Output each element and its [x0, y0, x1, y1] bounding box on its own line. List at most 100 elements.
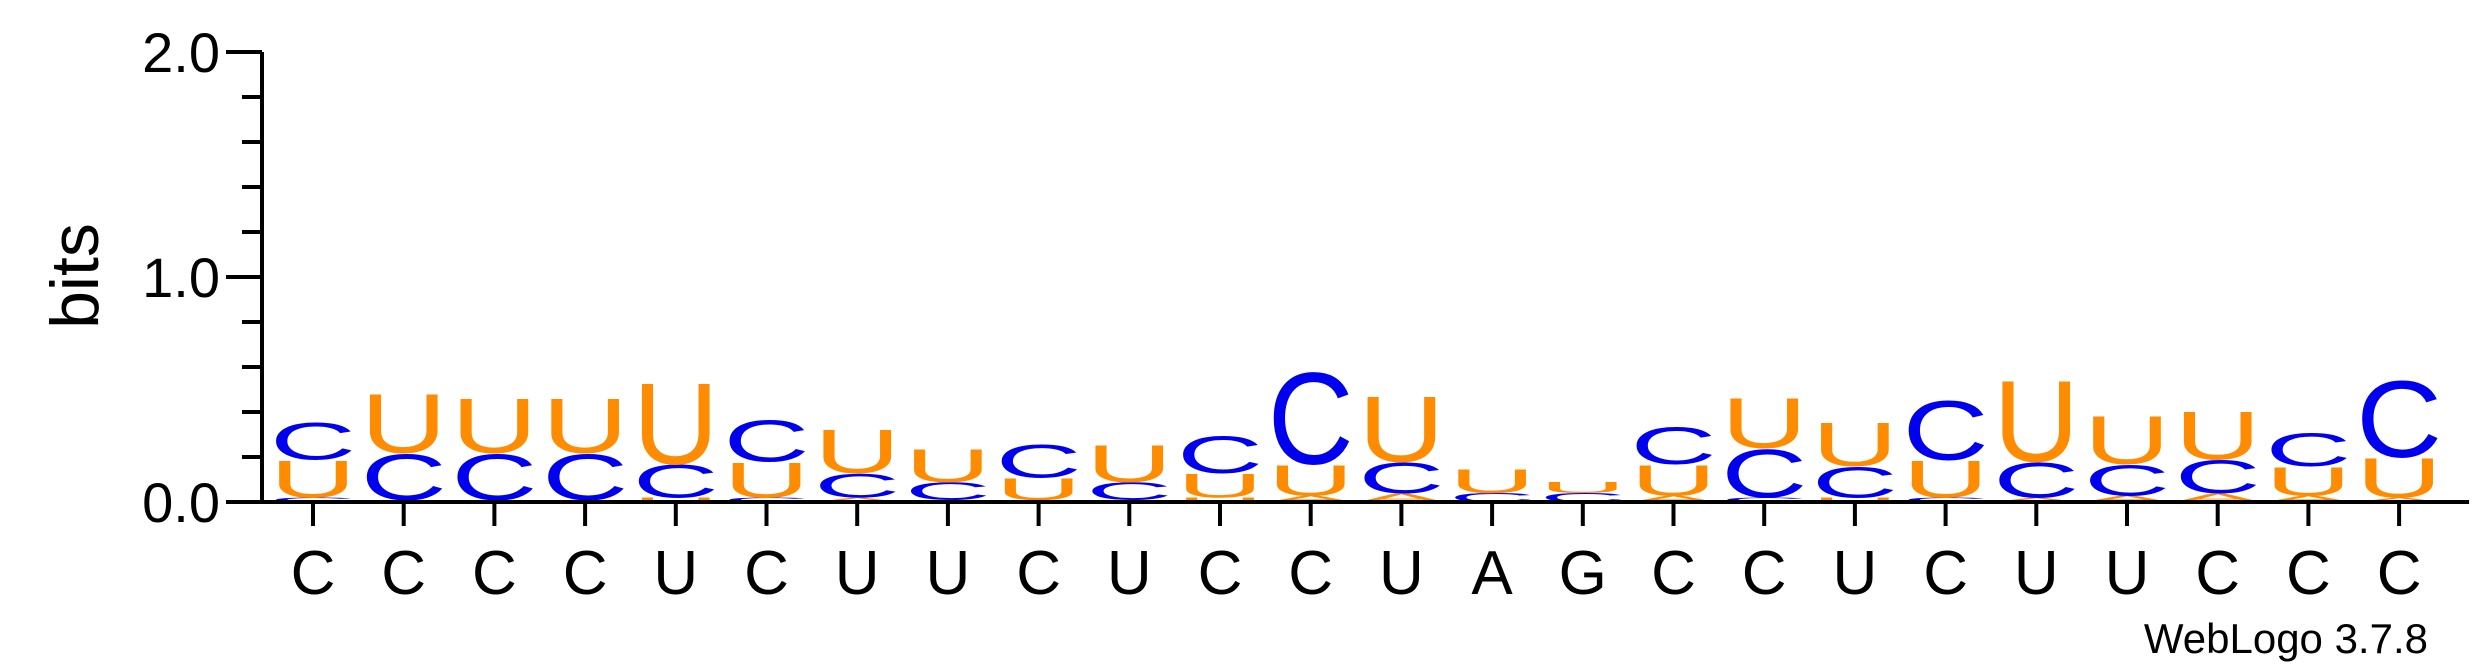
logo-letter-C: C	[1721, 496, 1807, 503]
logo-letter-U: U	[2356, 447, 2442, 510]
y-axis: 0.0 1.0 2.0	[142, 21, 264, 534]
x-tick-label: A	[1471, 539, 1513, 608]
logo-letter-A: A	[2084, 494, 2170, 504]
logo-letter-C: C	[2356, 358, 2442, 480]
logo-column: AUC	[1268, 345, 1354, 505]
x-tick-label: C	[472, 539, 517, 608]
logo-letter-C: C	[1630, 416, 1716, 475]
x-tick-label: U	[1833, 539, 1878, 608]
x-tick-label: C	[381, 539, 426, 608]
logo-column: UCU	[633, 359, 719, 508]
logo-letter-A: A	[1993, 496, 2079, 503]
logo-letter-A: A	[2356, 496, 2442, 503]
logo-column: ACU	[2175, 397, 2261, 505]
logo-letter-C: C	[723, 408, 809, 474]
logo-column: UCU	[905, 440, 991, 505]
x-tick-label: C	[1923, 539, 1968, 608]
logo-letter-A: A	[2265, 494, 2351, 504]
logo-column: AUC	[2356, 358, 2442, 509]
x-tick-label: G	[1559, 539, 1607, 608]
logo-column: CUC	[1903, 383, 1989, 509]
logo-letter-C: C	[2084, 456, 2170, 505]
x-tick-label: U	[835, 539, 880, 608]
weblogo-credit: WebLogo 3.7.8	[2144, 615, 2428, 662]
logo-column: CU	[1449, 462, 1535, 505]
logo-column: UUC	[996, 435, 1082, 506]
logo-column: UCU	[1812, 410, 1898, 507]
logo-letter-U: U	[2175, 397, 2261, 474]
logo-letter-U: U	[1358, 377, 1444, 482]
logo-column: UCU	[1086, 434, 1172, 505]
x-tick-label: C	[2195, 539, 2240, 608]
logo-letter-U: U	[1993, 357, 2079, 486]
logo-column: AUC	[1630, 416, 1716, 505]
logo-column: CUC	[723, 408, 809, 509]
x-tick-label: C	[2286, 539, 2331, 608]
logo-column: CCU	[361, 376, 447, 514]
logo-letter-C: C	[1721, 435, 1807, 512]
logo-letter-C: C	[996, 435, 1082, 487]
logo-column: ACU	[2084, 402, 2170, 505]
logo-letter-C: C	[1993, 453, 2079, 509]
logo-letter-C: C	[723, 496, 809, 503]
x-tick-label: C	[291, 539, 336, 608]
x-tick-label: U	[926, 539, 971, 608]
logo-column: CCU	[451, 383, 537, 514]
logo-letter-U: U	[905, 440, 991, 492]
logo-column: CCU	[1721, 383, 1807, 512]
logo-letter-C: C	[1903, 496, 1989, 503]
x-tick-label: U	[2105, 539, 2150, 608]
logo-letter-C: C	[1358, 454, 1444, 503]
logo-letter-U: U	[2265, 458, 2351, 504]
y-tick-label: 1.0	[142, 246, 220, 309]
logo-letter-A: A	[1631, 494, 1717, 504]
logo-letter-U: U	[814, 417, 900, 487]
x-tick-label: U	[1379, 539, 1424, 608]
y-tick-label: 0.0	[142, 471, 220, 534]
logo-letter-U: U	[1177, 467, 1263, 505]
x-tick-label: C	[1742, 539, 1787, 608]
logo-letter-C: C	[814, 467, 900, 505]
logo-letter-C: C	[2175, 451, 2261, 503]
logo-letter-U: U	[1812, 496, 1898, 503]
logo-letter-U: U	[1268, 456, 1354, 505]
x-tick-label: C	[563, 539, 608, 608]
x-tick-label: C	[1198, 539, 1243, 608]
logo-letter-C: C	[1268, 345, 1354, 492]
logo-letter-C: C	[270, 411, 356, 470]
logo-letter-U: U	[1903, 450, 1989, 509]
logo-letter-C: C	[2265, 424, 2351, 476]
logo-letter-U: U	[1540, 479, 1626, 496]
logo-letter-U: U	[1086, 434, 1172, 493]
logo-column: UCU	[542, 383, 628, 514]
logo-letter-U: U	[1721, 383, 1807, 463]
y-tick-label: 2.0	[142, 21, 220, 84]
logo-letter-U: U	[542, 383, 628, 470]
logo-letter-C: C	[1177, 425, 1263, 484]
logo-letter-U: U	[633, 496, 719, 503]
logo-letter-U: U	[1449, 462, 1535, 500]
logo-letter-A: A	[1268, 494, 1354, 504]
logo-letter-U: U	[1177, 496, 1263, 503]
x-tick-label: C	[2377, 539, 2422, 608]
x-tick-label: C	[1651, 539, 1696, 608]
x-tick-label: U	[653, 539, 698, 608]
logo-letter-A: A	[814, 496, 900, 503]
logo-column: AUC	[2265, 424, 2351, 504]
logo-letter-U: U	[723, 453, 809, 509]
logo-column: ACU	[1358, 377, 1444, 505]
logo-letter-U: U	[1630, 456, 1716, 505]
logo-column: CUC	[270, 411, 356, 509]
logo-column: ACU	[1993, 357, 2079, 508]
logo-column: ACU	[814, 417, 900, 505]
x-tick-label: U	[2014, 539, 2059, 608]
x-tick-label: C	[1016, 539, 1061, 608]
logo-letter-C: C	[270, 496, 356, 503]
x-tick-label: C	[744, 539, 789, 608]
logo-letter-U: U	[633, 359, 719, 488]
logo-letter-C: C	[1812, 458, 1898, 507]
logo-letter-U: U	[361, 376, 447, 470]
logo-letter-C: C	[1903, 383, 1989, 477]
